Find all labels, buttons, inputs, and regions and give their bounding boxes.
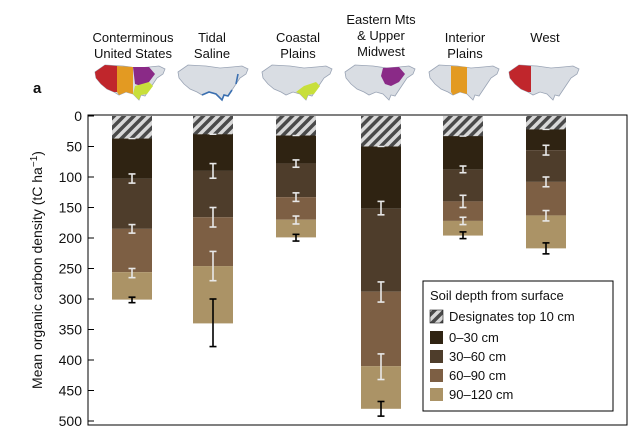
map-interior-plains <box>428 64 500 101</box>
region-title-line: Conterminous <box>93 30 174 45</box>
bar-top10-hatch <box>526 116 566 130</box>
region-title-line: & Upper <box>357 28 405 43</box>
y-axis-label: Mean organic carbon density (tC ha−1) <box>29 151 45 389</box>
y-axis-label-text: Mean organic carbon density (tC ha <box>29 167 45 389</box>
bar-top10-hatch <box>276 116 316 136</box>
legend-swatch-top10 <box>429 309 444 324</box>
region-title-line: Interior <box>445 30 486 45</box>
y-axis-label-sup: −1 <box>29 155 40 167</box>
plot-frame <box>87 114 628 426</box>
map-conterminous <box>94 64 166 101</box>
legend-label-top10: Designates top 10 cm <box>449 309 575 324</box>
y-tick-label: 350 <box>59 322 83 338</box>
legend-label: 30–60 cm <box>449 349 506 364</box>
bar-segment <box>276 197 316 220</box>
bar-top10-hatch <box>443 116 483 137</box>
map-tidal-saline <box>177 64 249 102</box>
legend: Soil depth from surface Designates top 1… <box>422 280 614 412</box>
y-tick-label: 400 <box>59 352 83 368</box>
y-tick-label: 250 <box>59 261 83 277</box>
bar-segment <box>443 201 483 221</box>
y-tick-label: 200 <box>59 230 83 246</box>
bar-segment <box>276 163 316 198</box>
legend-label: 60–90 cm <box>449 368 506 383</box>
y-tick-label: 50 <box>66 139 82 155</box>
y-tick-label: 0 <box>74 108 82 124</box>
y-tick-label: 500 <box>59 413 83 429</box>
bar-top10-hatch <box>193 116 233 135</box>
map-base <box>177 64 249 101</box>
bar-segment <box>112 228 152 273</box>
y-axis: 0 50 100 150 200 250 300 350 400 450 500 <box>59 108 94 429</box>
region-title-line: Plains <box>280 46 316 61</box>
bar-segment <box>112 178 152 229</box>
bar-top10-hatch <box>361 116 401 147</box>
map-base <box>261 64 333 101</box>
bar-top10-hatch <box>112 116 152 139</box>
bar-segment <box>443 220 483 236</box>
error-bars <box>128 128 550 417</box>
y-tick-label: 150 <box>59 200 83 216</box>
legend-label: 90–120 cm <box>449 387 513 402</box>
map-region-tidal <box>201 73 239 102</box>
legend-swatch <box>430 350 443 363</box>
y-tick-label: 300 <box>59 291 83 307</box>
map-west <box>508 64 580 101</box>
y-tick-label: 450 <box>59 383 83 399</box>
legend-title: Soil depth from surface <box>430 288 564 303</box>
map-eastern-mts <box>344 64 416 101</box>
region-title-line: Plains <box>447 46 483 61</box>
y-tick-label: 100 <box>59 169 83 185</box>
map-region-highlight <box>451 66 467 95</box>
map-region-highlight <box>381 67 405 86</box>
map-region-coastal <box>133 82 153 100</box>
map-region-highlight <box>296 82 320 100</box>
map-region-west <box>95 65 117 92</box>
region-title-line: Midwest <box>357 44 405 59</box>
legend-swatch <box>430 369 443 382</box>
map-region-highlight <box>509 65 531 92</box>
legend-items: 0–30 cm 30–60 cm 60–90 cm 90–120 cm <box>430 330 513 402</box>
legend-label: 0–30 cm <box>449 330 499 345</box>
bar-segment <box>276 219 316 238</box>
map-region-interior <box>117 66 133 95</box>
region-title-line: United States <box>94 46 173 61</box>
y-axis-label-close: ) <box>29 151 45 156</box>
legend-box <box>422 280 614 412</box>
region-title-line: Saline <box>194 46 230 61</box>
legend-swatch <box>430 388 443 401</box>
region-title-line: Eastern Mts <box>346 12 416 27</box>
map-coastal-plains <box>261 64 333 101</box>
region-title-line: West <box>530 30 560 45</box>
map-region-eastern <box>133 67 155 86</box>
panel-label: a <box>33 80 42 97</box>
map-base <box>344 64 416 101</box>
region-maps <box>94 64 580 102</box>
bar-segment <box>361 208 401 292</box>
legend-swatch <box>430 331 443 344</box>
region-title-line: Tidal <box>198 30 226 45</box>
region-title-line: Coastal <box>276 30 320 45</box>
